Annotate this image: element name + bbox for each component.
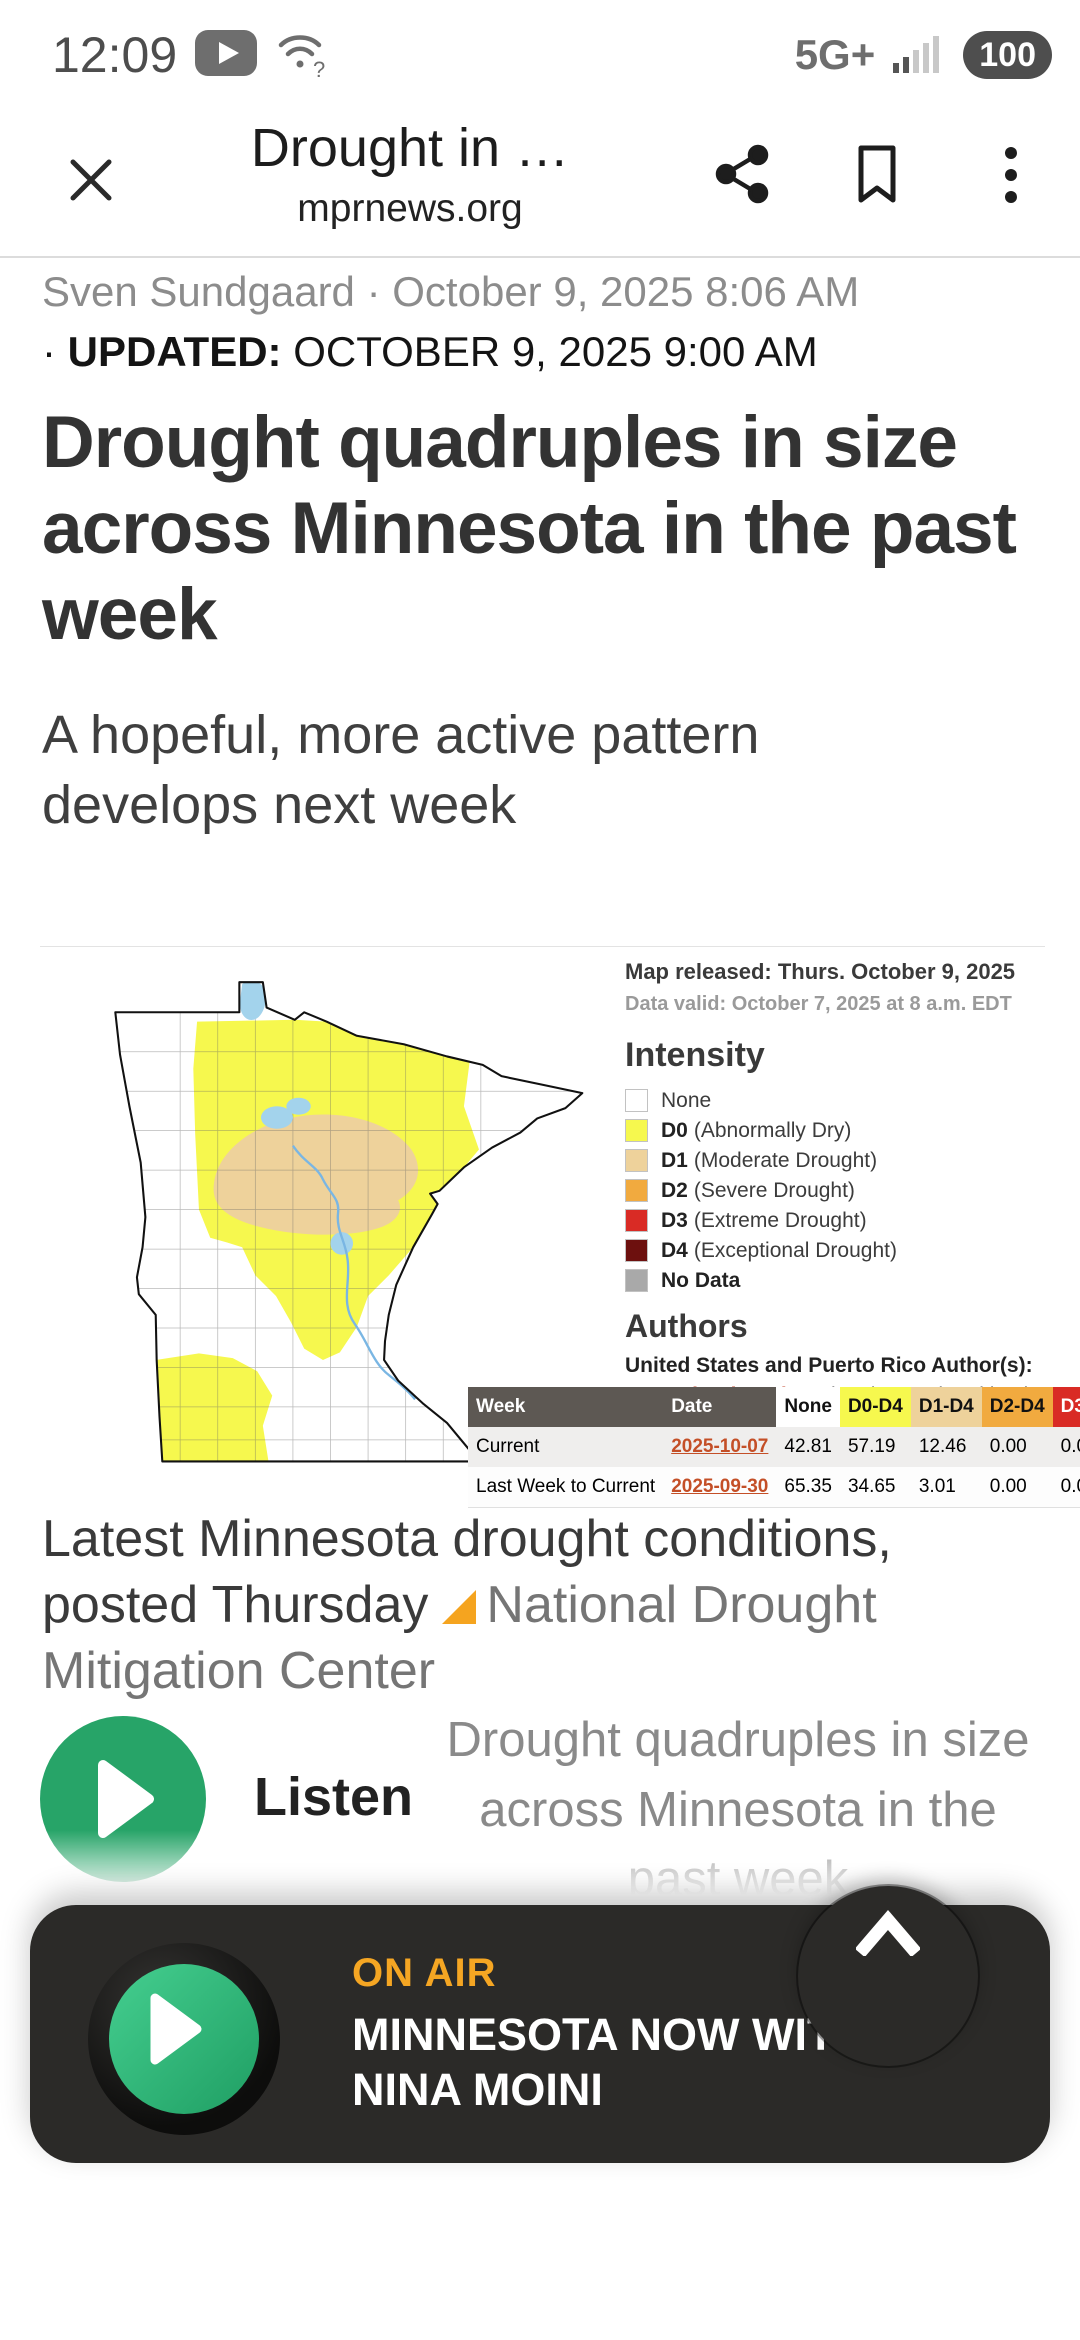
listen-label: Listen (254, 1767, 414, 1827)
legend-swatch-d1 (625, 1149, 648, 1172)
clock: 12:09 (52, 27, 178, 83)
on-air-badge: ON AIR (352, 1951, 497, 1995)
chevron-up-icon (856, 1910, 920, 1956)
battery-indicator: 100 (963, 31, 1052, 79)
date-link[interactable]: 2025-09-30 (671, 1476, 769, 1497)
legend-item: D3 (Extreme Drought) (625, 1207, 1075, 1234)
updated-label: UPDATED: (67, 328, 282, 375)
minnesota-drought-map (114, 981, 584, 1463)
table-header-week: Week (468, 1387, 664, 1427)
table-header-d1d4: D1-D4 (910, 1387, 982, 1427)
article-headline: Drought quadruples in size across Minnes… (42, 402, 1017, 656)
table-row: Last Week to Current 2025-09-30 65.35 34… (468, 1467, 1080, 1508)
legend-swatch-none (625, 1089, 648, 1112)
bookmark-icon[interactable] (848, 144, 906, 206)
legend-swatch-d4 (625, 1239, 648, 1262)
legend-swatch-d3 (625, 1209, 648, 1232)
legend-item: No Data (625, 1267, 1075, 1294)
site-url: mprnews.org (297, 186, 523, 230)
legend-item: None (625, 1087, 1075, 1114)
updated-date: OCTOBER 9, 2025 9:00 AM (293, 328, 818, 375)
map-legend: Map released: Thurs. October 9, 2025 Dat… (625, 959, 1075, 1434)
legend-swatch-d0 (625, 1119, 648, 1142)
legend-list: None D0 (Abnormally Dry) D1 (Moderate Drou… (625, 1087, 1075, 1294)
legend-item: D0 (Abnormally Dry) (625, 1117, 1075, 1144)
legend-swatch-d2 (625, 1179, 648, 1202)
legend-item: D1 (Moderate Drought) (625, 1147, 1075, 1174)
authors-line: United States and Puerto Rico Author(s): (625, 1354, 1033, 1377)
drought-map-figure: Map released: Thurs. October 9, 2025 Dat… (40, 946, 1080, 1511)
now-playing-info: ON AIR MINNESOTA NOW WITH NINA MOINI (352, 1951, 952, 2118)
page-title: Drought in … (250, 118, 570, 178)
browser-toolbar: Drought in … mprnews.org (0, 110, 1080, 258)
caption-text: Latest Minnesota drought conditions, pos… (42, 1510, 892, 1635)
map-released-date: Map released: Thurs. October 9, 2025 (625, 959, 1016, 984)
byline-author[interactable]: Sven Sundgaard (42, 268, 355, 315)
listen-quote: Drought quadruples in size across Minnes… (446, 1713, 1030, 1907)
network-type: 5G+ (794, 31, 876, 78)
drought-data-table: Week Date None D0-D4 D1-D4 D2-D4 D3-D4 D… (468, 1387, 1080, 1508)
caption-credit: National Drought Mitigation Center (42, 1576, 877, 1701)
image-caption: Latest Minnesota drought conditions, pos… (42, 1506, 1052, 1704)
legend-item: D2 (Severe Drought) (625, 1177, 1075, 1204)
date-link[interactable]: 2025-10-07 (671, 1436, 769, 1457)
youtube-icon (195, 29, 258, 81)
listen-section: Listen Drought quadruples in size across… (40, 1698, 1050, 1906)
table-header-d3d4: D3-D4 (1052, 1387, 1080, 1427)
close-icon[interactable] (58, 148, 124, 214)
status-bar: 12:09 ? 5G+ (0, 0, 1080, 110)
updated-line: · UPDATED: OCTOBER 9, 2025 9:00 AM (42, 328, 818, 375)
byline: Sven Sundgaard · October 9, 2025 8:06 AM (42, 268, 860, 315)
svg-text:?: ? (313, 57, 325, 79)
player-play-button[interactable] (88, 1943, 280, 2135)
listen-play-button[interactable] (40, 1716, 206, 1882)
play-icon (98, 1760, 154, 1838)
divider (0, 256, 1080, 258)
legend-item: D4 (Exceptional Drought) (625, 1237, 1075, 1264)
share-icon[interactable] (714, 144, 772, 206)
credit-triangle-icon (442, 1590, 477, 1625)
legend-title: Intensity (625, 1036, 765, 1074)
signal-bars-icon (893, 33, 945, 78)
table-row: Current 2025-10-07 42.81 57.19 12.46 0.0… (468, 1427, 1080, 1467)
show-title: MINNESOTA NOW WITH NINA MOINI (352, 2009, 867, 2115)
authors-title: Authors (625, 1308, 748, 1344)
page-title-block: Drought in … mprnews.org (180, 116, 640, 231)
article-subhead: A hopeful, more active pattern develops … (42, 705, 760, 836)
byline-date: October 9, 2025 8:06 AM (392, 268, 860, 315)
legend-swatch-nodata (625, 1269, 648, 1292)
expand-player-button[interactable] (798, 1886, 978, 2066)
table-header-date: Date (663, 1387, 777, 1427)
audio-player-bar[interactable]: ON AIR MINNESOTA NOW WITH NINA MOINI (30, 1905, 1050, 2163)
table-header-d2d4: D2-D4 (981, 1387, 1053, 1427)
wifi-question-icon: ? (275, 27, 331, 84)
overflow-menu-icon[interactable] (982, 144, 1040, 206)
table-header-none: None (776, 1387, 840, 1427)
system-nav-bar (0, 2180, 1080, 2340)
map-valid-date: Data valid: October 7, 2025 at 8 a.m. ED… (625, 993, 1012, 1015)
table-header-d0d4: D0-D4 (839, 1387, 911, 1427)
play-icon (150, 1993, 202, 2065)
